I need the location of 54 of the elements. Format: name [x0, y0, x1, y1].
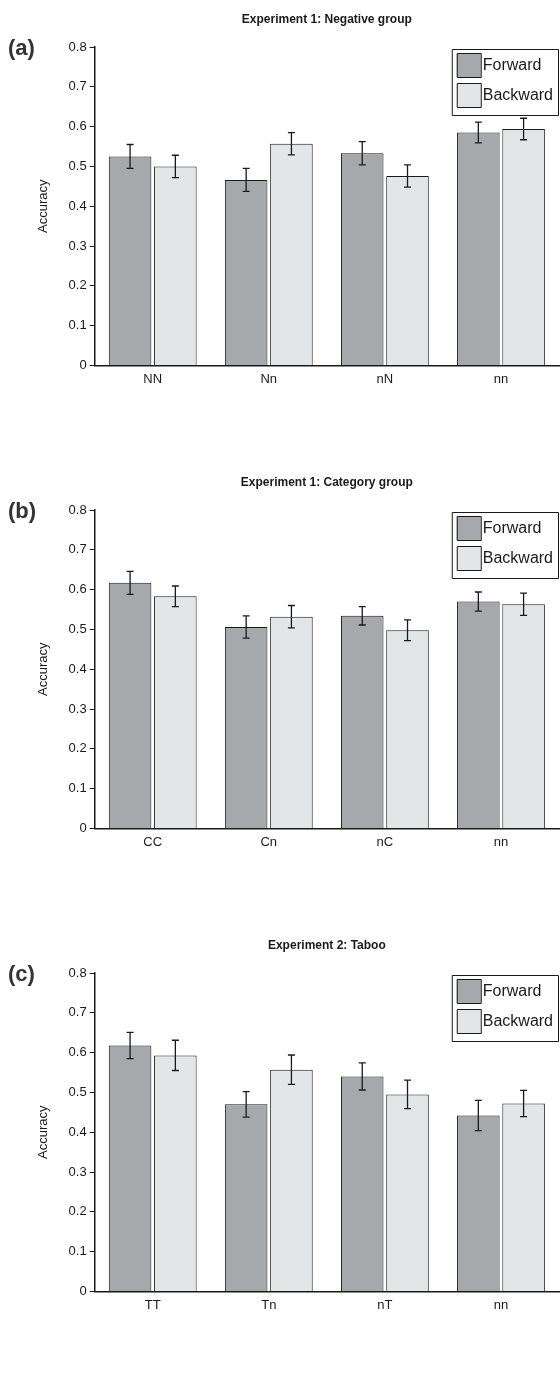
y-tick-label: 0.4 [68, 660, 87, 676]
y-tick-label: 0.5 [68, 620, 87, 636]
y-axis-title: Accuracy [35, 178, 51, 233]
x-tick-label: nT [377, 1296, 393, 1312]
y-axis-title: Accuracy [35, 641, 51, 696]
y-tick-label: 0.2 [68, 740, 87, 756]
legend-label: Backward [482, 549, 553, 567]
x-tick-label: Tn [261, 1296, 277, 1312]
text: (b) [8, 498, 37, 524]
y-tick-label: 0.7 [68, 541, 87, 557]
y-tick-label: 0.5 [68, 157, 87, 173]
x-tick-label: Nn [260, 370, 278, 386]
y-tick-label: 0.8 [68, 964, 87, 980]
y-tick-label: 0.1 [68, 317, 87, 333]
chart-title: Experiment 1: Negative group [241, 12, 412, 27]
y-tick-label: 0.3 [68, 237, 87, 253]
x-tick-label: nC [376, 833, 394, 849]
x-tick-label: nn [493, 1296, 509, 1312]
y-tick-label: 0.1 [68, 780, 87, 796]
y-tick-label: 0.2 [68, 277, 87, 293]
legend-label: Forward [482, 982, 542, 1000]
y-tick-label: 0.8 [68, 501, 87, 517]
x-tick-label: nn [493, 370, 509, 386]
chart-title: Experiment 1: Category group [240, 475, 413, 490]
y-tick-label: 0 [79, 819, 87, 835]
y-axis-title: Accuracy [35, 1104, 51, 1159]
legend-label: Forward [482, 56, 542, 74]
y-tick-label: 0.3 [68, 700, 87, 716]
x-tick-label: NN [143, 370, 163, 386]
x-tick-label: Cn [260, 833, 278, 849]
x-tick-label: nN [376, 370, 394, 386]
y-tick-label: 0.6 [68, 581, 87, 597]
y-tick-label: 0.4 [68, 1123, 87, 1139]
y-tick-label: 0.4 [68, 197, 87, 213]
y-tick-label: 0.6 [68, 1044, 87, 1060]
text: (c) [8, 961, 35, 987]
y-tick-label: 0.2 [68, 1203, 87, 1219]
y-tick-label: 0 [79, 1282, 87, 1298]
legend-label: Backward [482, 86, 553, 104]
y-tick-label: 0.8 [68, 38, 87, 54]
chart-title: Experiment 2: Taboo [267, 938, 386, 953]
y-tick-label: 0.1 [68, 1243, 87, 1259]
legend-label: Backward [482, 1012, 553, 1030]
y-tick-label: 0.3 [68, 1163, 87, 1179]
y-tick-label: 0 [79, 356, 87, 372]
y-tick-label: 0.5 [68, 1083, 87, 1099]
x-tick-label: nn [493, 833, 509, 849]
legend-label: Forward [482, 519, 542, 537]
x-tick-label: CC [143, 833, 163, 849]
x-tick-label: TT [144, 1296, 161, 1312]
y-tick-label: 0.7 [68, 78, 87, 94]
y-tick-label: 0.7 [68, 1004, 87, 1020]
y-tick-label: 0.6 [68, 118, 87, 134]
text: (a) [8, 35, 35, 61]
